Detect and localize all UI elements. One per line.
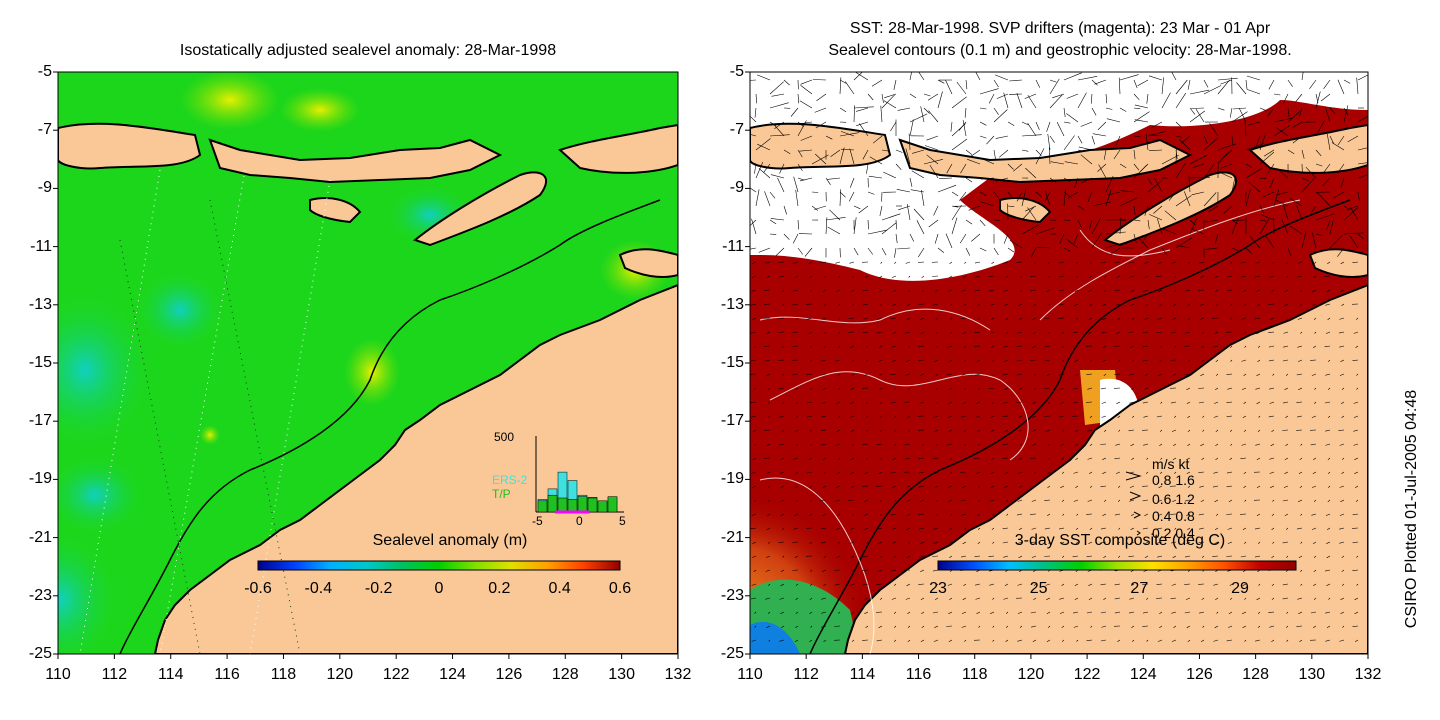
- sla-high-eddy: [344, 338, 400, 406]
- velocity-arrows: [750, 72, 1368, 643]
- inset-bar-tp: [597, 500, 608, 513]
- x-tick-label: 128: [1242, 666, 1269, 683]
- y-tick-label: -15: [720, 354, 744, 371]
- x-tick-label: 118: [961, 666, 988, 683]
- inset-bar-tp: [557, 497, 568, 513]
- y-tick-label: -7: [37, 121, 52, 139]
- inset-xtick-left: -5: [532, 514, 543, 528]
- colorbar-tick-label: -0.4: [304, 580, 333, 597]
- x-tick-label: 110: [45, 666, 71, 683]
- nusa-tenggara: [208, 138, 503, 184]
- x-tick-label: 132: [664, 666, 692, 683]
- x-tick-label: 116: [214, 666, 240, 683]
- x-tick-label: 122: [382, 666, 410, 683]
- colorbar-tick-label: 0.4: [548, 580, 571, 597]
- x-tick-label: 124: [1129, 666, 1157, 683]
- cloud-mask: [750, 72, 1368, 281]
- x-tick-label: 110: [737, 666, 763, 683]
- right-title-line1: SST: 28-Mar-1998. SVP drifters (magenta)…: [849, 20, 1271, 37]
- y-tick-label: -21: [720, 528, 744, 546]
- inset-bar-tp: [537, 500, 548, 513]
- colorbar-tick-label: -0.6: [244, 580, 272, 597]
- x-tick-label: 124: [439, 666, 466, 683]
- colorbar-tick-label: 0: [434, 580, 444, 597]
- inset-bar-tp: [607, 496, 618, 513]
- x-tick-label: 118: [270, 666, 297, 683]
- y-tick-label: -9: [37, 179, 52, 197]
- timor-island: [412, 171, 548, 247]
- inset-bar-tp: [547, 494, 558, 513]
- inset-bar-tp: [567, 499, 578, 513]
- x-tick-label: 114: [157, 666, 184, 683]
- java-island: [58, 122, 202, 170]
- x-tick-label: 132: [1354, 666, 1382, 683]
- y-tick-label: -17: [720, 412, 744, 430]
- y-tick-label: -23: [720, 586, 744, 604]
- y-tick-label: -25: [28, 645, 52, 662]
- inset-xtick-mid: 0: [576, 514, 583, 528]
- y-tick-label: -13: [28, 295, 52, 313]
- colorbar-tick-label: 27: [1130, 580, 1149, 597]
- y-tick-label: -11: [30, 237, 52, 255]
- y-tick-label: -11: [722, 237, 744, 255]
- y-tick-label: -17: [28, 412, 52, 430]
- sst-colorbar: [937, 560, 1297, 571]
- inset-series-ers2: ERS-2: [492, 473, 528, 487]
- x-tick-label: 122: [1073, 666, 1101, 683]
- x-tick-label: 120: [1017, 666, 1045, 683]
- y-tick-label: -15: [28, 354, 52, 371]
- colorbar-tick-label: 0.2: [488, 580, 511, 597]
- shelf-contour: [119, 199, 661, 654]
- y-tick-label: -23: [28, 586, 52, 604]
- y-tick-label: -13: [720, 295, 744, 313]
- left-title: Isostatically adjusted sealevel anomaly:…: [179, 42, 557, 59]
- right-map: [750, 72, 1368, 654]
- y-tick-label: -19: [720, 470, 744, 488]
- y-tick-label: -5: [37, 63, 52, 80]
- y-tick-label: -9: [729, 179, 744, 197]
- sumba-island: [309, 197, 362, 224]
- track-histogram-inset: [535, 436, 624, 514]
- colorbar-tick-label: 29: [1231, 580, 1249, 597]
- velocity-legend-row: 0.8 1.6: [1152, 472, 1195, 488]
- sla-low-west: [58, 290, 155, 450]
- sla-colorbar: [257, 560, 621, 571]
- sla-colorbar-title: Sealevel anomaly (m): [372, 532, 528, 549]
- x-tick-label: 130: [608, 666, 635, 683]
- sst-colorbar-title: 3-day SST composite (deg C): [1014, 532, 1226, 549]
- x-tick-label: 130: [1298, 666, 1326, 683]
- velocity-legend-row: 0.4 0.8: [1152, 508, 1195, 524]
- x-tick-label: 120: [326, 666, 354, 683]
- y-tick-label: -25: [720, 645, 744, 662]
- velocity-legend-row: 0.6 1.2: [1152, 491, 1195, 507]
- y-tick-label: -7: [729, 121, 744, 139]
- y-tick-label: -21: [28, 528, 52, 546]
- x-tick-label: 126: [495, 666, 523, 683]
- inset-xtick-right: 5: [619, 514, 626, 528]
- velocity-legend-arrows: [1125, 471, 1142, 536]
- x-tick-label: 112: [793, 666, 819, 683]
- inset-bar-tp: [577, 496, 588, 513]
- velocity-legend-header: m/s kt: [1152, 456, 1190, 472]
- y-tick-label: -19: [28, 470, 52, 488]
- inset-series-tp: T/P: [492, 487, 511, 501]
- colorbar-tick-label: 0.6: [608, 580, 632, 597]
- x-tick-label: 116: [905, 666, 932, 683]
- x-tick-label: 114: [849, 666, 876, 683]
- credit-text: CSIRO Plotted 01-Jul-2005 04:48: [1403, 389, 1420, 629]
- x-tick-label: 112: [101, 666, 128, 683]
- inset-ymax-label: 500: [494, 430, 515, 444]
- colorbar-tick-label: 23: [929, 580, 947, 597]
- colorbar-tick-label: -0.2: [364, 580, 393, 597]
- x-tick-label: 126: [1186, 666, 1213, 683]
- y-tick-label: -5: [729, 63, 744, 80]
- x-tick-label: 128: [551, 666, 579, 683]
- colorbar-tick-label: 25: [1029, 580, 1048, 597]
- velocity-legend-row: 0.2 0.4: [1152, 525, 1195, 541]
- right-title-line2: Sealevel contours (0.1 m) and geostrophi…: [828, 42, 1292, 59]
- inset-bar-tp: [587, 497, 598, 513]
